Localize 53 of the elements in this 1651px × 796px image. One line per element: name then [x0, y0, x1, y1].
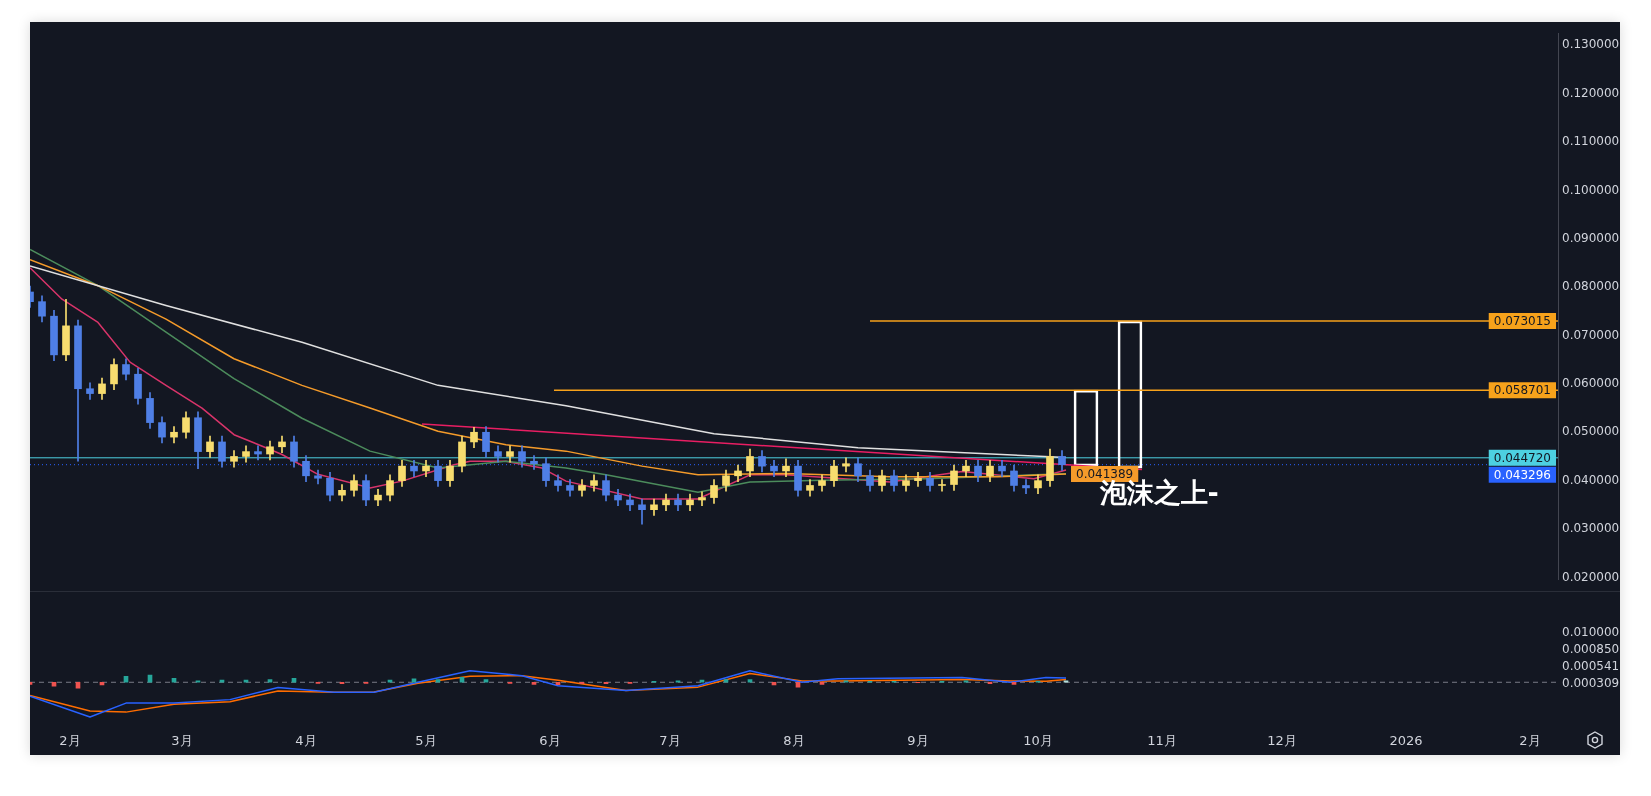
bar: [411, 678, 417, 683]
x-tick-label: 10月: [1023, 732, 1053, 748]
bar: [387, 679, 393, 683]
ref-line-label: 0.043296: [1493, 467, 1552, 482]
y-tick-label: 0.110000: [1562, 134, 1620, 149]
y-tick-label: 0.020000: [1562, 569, 1620, 584]
text: 0.000850: [1562, 641, 1620, 656]
x-tick-label: 3月: [171, 732, 193, 748]
y-tick-label: 0.080000: [1562, 279, 1620, 294]
text: 0.010000: [1562, 624, 1620, 639]
bar: [171, 678, 177, 683]
x-tick-label: 6月: [539, 732, 561, 748]
candlestick: [938, 479, 946, 492]
y-tick-label: 0.070000: [1562, 327, 1620, 342]
data-label: 0.073015: [1493, 314, 1552, 329]
candlestick: [314, 469, 322, 485]
bar: [1011, 681, 1017, 685]
x-tick-label: 5月: [415, 732, 437, 748]
bar: [459, 677, 465, 683]
bar: [267, 679, 273, 683]
bar: [531, 681, 537, 685]
x-tick-label: 4月: [295, 732, 317, 748]
x-tick-label: 11月: [1147, 732, 1177, 748]
bar: [291, 678, 297, 683]
x-tick-label: 2026: [1389, 732, 1423, 748]
text: 0.000309: [1562, 675, 1620, 690]
x-tick-label: 12月: [1267, 732, 1297, 748]
y-tick-label: 0.060000: [1562, 376, 1620, 391]
y-tick-label: 0.130000: [1562, 37, 1620, 52]
y-tick-label: 0.040000: [1562, 472, 1620, 487]
x-tick-label: 2月: [1519, 732, 1541, 748]
x-tick-label: 7月: [659, 732, 681, 748]
y-tick-label: 0.030000: [1562, 521, 1620, 536]
y-tick-label: 0.120000: [1562, 85, 1620, 100]
bar: [243, 679, 249, 683]
x-tick-label: 2月: [59, 732, 81, 748]
bar: [483, 679, 489, 683]
bar: [819, 681, 825, 685]
ref-line-label: 0.044720: [1493, 450, 1552, 465]
bar: [123, 676, 129, 683]
y-tick-label: 0.050000: [1562, 424, 1620, 439]
bar: [723, 679, 729, 683]
bar: [435, 679, 441, 683]
y-tick-label: 0.100000: [1562, 182, 1620, 197]
data-label: 0.058701: [1493, 383, 1552, 398]
bar: [699, 679, 705, 683]
x-tick-label: 9月: [907, 732, 929, 748]
bar: [219, 679, 225, 683]
bar: [747, 679, 753, 683]
text: 0.000541: [1562, 658, 1620, 673]
y-tick-label: 0.090000: [1562, 230, 1620, 245]
annotation: 泡沫之上-: [1098, 477, 1219, 509]
x-tick-label: 8月: [783, 732, 805, 748]
